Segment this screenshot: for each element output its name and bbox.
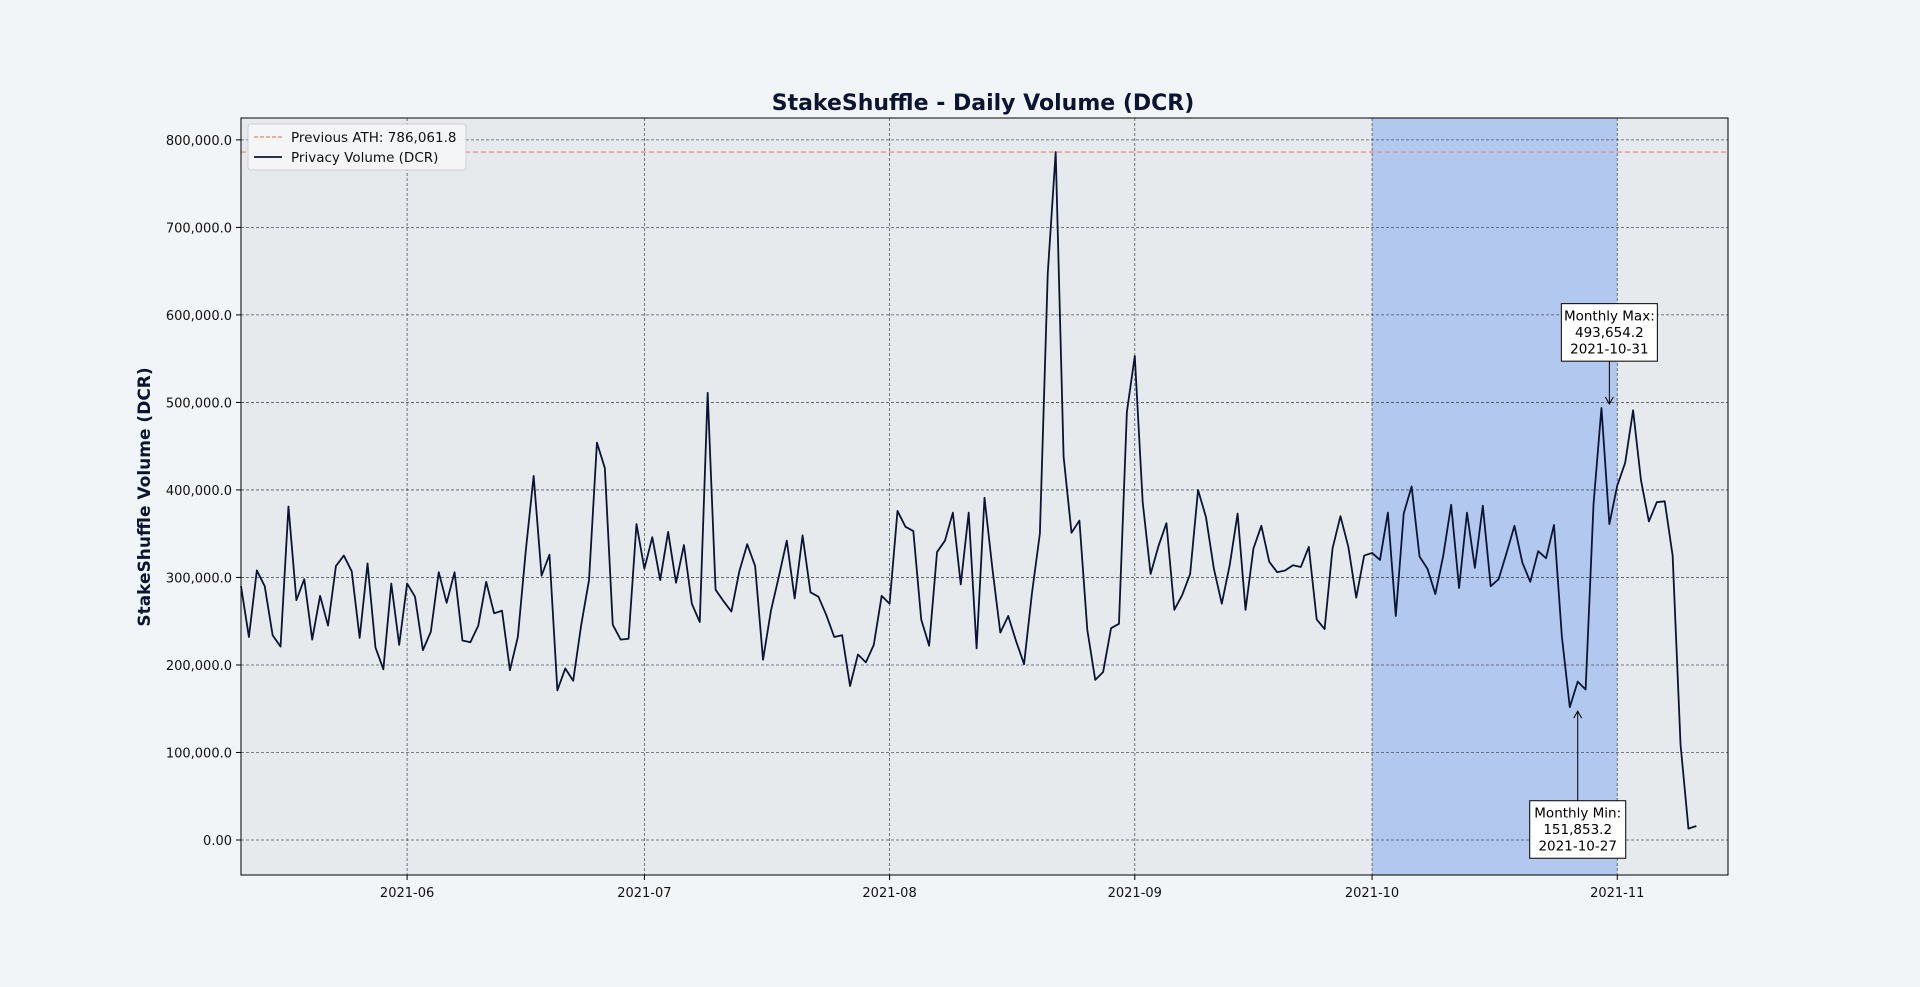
annotation-text: 2021-10-31 <box>1570 342 1648 358</box>
annotation-box <box>1560 303 1658 362</box>
annotation-text: 151,853.2 <box>1543 822 1612 838</box>
legend-box <box>247 123 467 171</box>
y-tick-label: 100,000.0 <box>166 746 232 761</box>
y-tick-label: 400,000.0 <box>166 484 232 499</box>
y-tick-label: 0.00 <box>203 834 232 849</box>
legend-label-privacy-volume: Privacy Volume (DCR) <box>291 150 438 166</box>
y-tick-label: 800,000.0 <box>166 134 232 149</box>
x-tick-label: 2021-10 <box>1345 886 1399 901</box>
annotation-text: Monthly Max: <box>1564 309 1655 325</box>
x-tick-label: 2021-07 <box>617 886 671 901</box>
annotation-text: 493,654.2 <box>1575 325 1644 341</box>
annotation-text: Monthly Min: <box>1534 806 1621 822</box>
annotation-text: 2021-10-27 <box>1538 839 1616 855</box>
series-line-privacy-volume <box>240 151 1697 830</box>
x-tick-label: 2021-08 <box>862 886 916 901</box>
legend-label-ath: Previous ATH: 786,061.8 <box>291 130 456 146</box>
x-tick-label: 2021-06 <box>380 886 434 901</box>
y-tick-label: 500,000.0 <box>166 396 232 411</box>
x-tick-label: 2021-11 <box>1590 886 1644 901</box>
y-tick-label: 300,000.0 <box>166 571 232 586</box>
annotation-arrowhead <box>1573 710 1583 719</box>
annotation-arrowhead <box>1604 396 1614 405</box>
y-tick-label: 200,000.0 <box>166 659 232 674</box>
y-axis-label: StakeShuffle Volume (DCR) <box>135 367 155 626</box>
y-tick-label: 700,000.0 <box>166 221 232 236</box>
y-tick-label: 600,000.0 <box>166 309 232 324</box>
chart-title: StakeShuffle - Daily Volume (DCR) <box>772 91 1195 116</box>
x-tick-label: 2021-09 <box>1108 886 1162 901</box>
annotation-box <box>1529 800 1627 859</box>
plot-frame <box>240 117 1729 876</box>
